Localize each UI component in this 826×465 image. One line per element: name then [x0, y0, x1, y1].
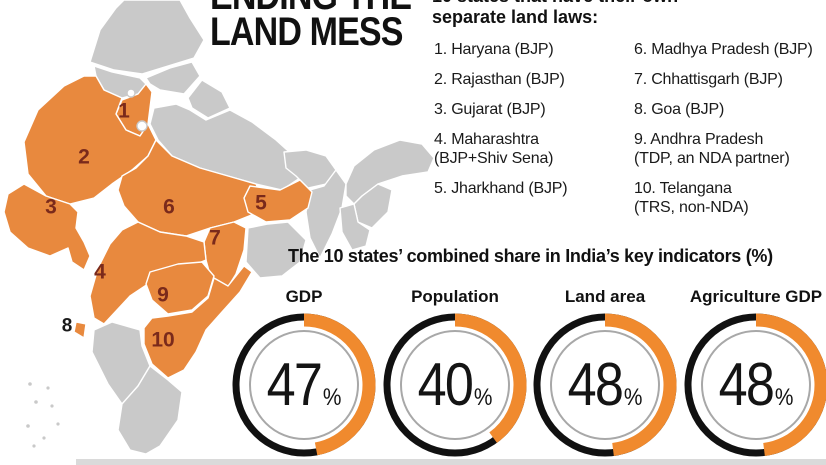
- list-item-label: 1. Haryana (BJP): [434, 41, 554, 58]
- list-item: 5. Jharkhand (BJP): [434, 179, 632, 198]
- donut-unit: %: [774, 384, 794, 411]
- donut-unit: %: [623, 384, 643, 411]
- donut-value: 48: [567, 351, 624, 418]
- donut-label-land-area: Land area: [564, 287, 646, 306]
- state-region-9: [145, 261, 215, 315]
- map-label-9: 9: [157, 283, 169, 307]
- list-item-label: 6. Madhya Pradesh (BJP): [634, 41, 813, 58]
- state-tamilnadu-kerala: [117, 365, 183, 455]
- donut-svg: [232, 313, 376, 457]
- donut-arc: [383, 313, 527, 457]
- map-label-3: 3: [45, 195, 57, 219]
- list-item-label: 8. Goa (BJP): [634, 101, 725, 118]
- chart-title: The 10 states’ combined share in India’s…: [288, 246, 773, 266]
- donut-inner-circle: [701, 330, 811, 440]
- page-title-line1: ENDING THE: [210, 0, 412, 16]
- states-list-left: 1. Haryana (BJP) 2. Rajasthan (BJP) 3. G…: [434, 40, 632, 209]
- map-label-1: 1: [118, 99, 130, 123]
- state-madhya-pradesh: [117, 139, 263, 237]
- donut-inner-circle: [400, 330, 510, 440]
- state-region-10: [143, 265, 253, 379]
- donut-unit: %: [322, 384, 342, 411]
- page-title-line2: LAND MESS: [210, 10, 403, 54]
- map-label-2: 2: [78, 145, 90, 169]
- list-item-label: 7. Chhattisgarh (BJP): [634, 71, 783, 88]
- list-item-label: 9. Andhra Pradesh: [634, 131, 764, 148]
- india-map: [3, 0, 435, 455]
- state-goa: [73, 321, 87, 339]
- list-item-sub: (TDP, an NDA partner): [634, 150, 790, 167]
- donut-chart-gdp: 47%: [229, 310, 379, 460]
- list-item: 2. Rajasthan (BJP): [434, 70, 632, 89]
- list-item-label: 4. Maharashtra: [434, 131, 539, 148]
- list-item: 6. Madhya Pradesh (BJP): [634, 40, 826, 59]
- donut-label-gdp: GDP: [285, 287, 323, 306]
- donut-chart-population: 40%: [380, 310, 530, 460]
- state-odisha: [245, 221, 307, 279]
- donut-label-population: Population: [411, 287, 499, 306]
- map-label-8: 8: [61, 315, 73, 337]
- list-item-label: 5. Jharkhand (BJP): [434, 180, 568, 197]
- list-item-label: 3. Gujarat (BJP): [434, 101, 546, 118]
- page-title: ENDING THE LAND MESS: [210, 0, 412, 54]
- map-label-10: 10: [151, 328, 175, 352]
- donut-arc: [533, 313, 677, 457]
- list-item: 1. Haryana (BJP): [434, 40, 632, 59]
- donut-arc: [684, 313, 826, 457]
- legend-heading-line: separate land laws:: [432, 7, 599, 27]
- donut-chart-land-area: 48%: [530, 310, 680, 460]
- legend-heading-clipped-line: 10 states that have their own: [432, 0, 822, 7]
- state-uttarakhand: [187, 79, 231, 119]
- list-item-label: 10. Telangana: [634, 180, 732, 197]
- donut-value: 47: [266, 351, 323, 418]
- state-jharkhand: [243, 179, 313, 223]
- donut-inner-circle: [249, 330, 359, 440]
- delhi-dot: [136, 120, 148, 132]
- donut-value: 48: [718, 351, 775, 418]
- donut-label-agriculture-gdp: Agriculture GDP: [689, 287, 823, 306]
- states-list-right: 6. Madhya Pradesh (BJP) 7. Chhattisgarh …: [634, 40, 826, 228]
- list-item: 9. Andhra Pradesh (TDP, an NDA partner): [634, 130, 826, 168]
- state-gujarat: [3, 183, 91, 271]
- donut-inner-circle: [550, 330, 660, 440]
- donut-unit: %: [473, 384, 493, 411]
- donut-svg: [684, 313, 826, 457]
- map-label-5: 5: [255, 191, 267, 215]
- list-item: 8. Goa (BJP): [634, 100, 826, 119]
- list-item: 10. Telangana (TRS, non-NDA): [634, 179, 826, 217]
- chandigarh-dot: [126, 88, 136, 98]
- donut-value: 40: [417, 351, 474, 418]
- list-item-sub: (BJP+Shiv Sena): [434, 150, 554, 167]
- state-tripura-mizoram: [339, 203, 371, 251]
- legend-heading: 10 states that have their own separate l…: [432, 0, 822, 28]
- list-item: 7. Chhattisgarh (BJP): [634, 70, 826, 89]
- list-item-sub: (TRS, non-NDA): [634, 199, 749, 216]
- footer-strip: [76, 459, 826, 465]
- donut-svg: [533, 313, 677, 457]
- donut-svg: [383, 313, 527, 457]
- map-label-7: 7: [209, 226, 221, 250]
- list-item-label: 2. Rajasthan (BJP): [434, 71, 565, 88]
- state-west-bengal: [305, 169, 347, 259]
- list-item: 4. Maharashtra (BJP+Shiv Sena): [434, 130, 632, 168]
- map-label-4: 4: [94, 260, 106, 284]
- donut-chart-agriculture-gdp: 48%: [681, 310, 826, 460]
- lakshadweep-islands: [26, 382, 60, 448]
- state-jammu-kashmir: [89, 0, 205, 75]
- state-maharashtra: [89, 221, 207, 325]
- map-label-6: 6: [163, 195, 175, 219]
- state-himachal: [145, 61, 201, 95]
- list-item: 3. Gujarat (BJP): [434, 100, 632, 119]
- donut-arc: [232, 313, 376, 457]
